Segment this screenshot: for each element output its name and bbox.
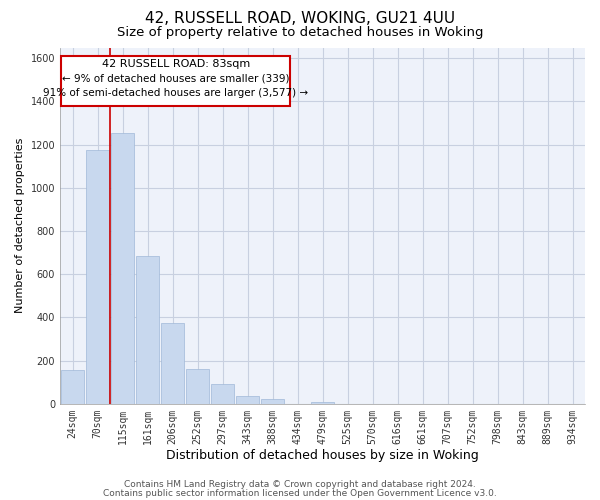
Bar [136,256,159,404]
Text: 42 RUSSELL ROAD: 83sqm: 42 RUSSELL ROAD: 83sqm [101,58,250,68]
Bar [211,384,234,404]
Bar [261,399,284,404]
Bar [161,323,184,404]
Text: Contains public sector information licensed under the Open Government Licence v3: Contains public sector information licen… [103,488,497,498]
Y-axis label: Number of detached properties: Number of detached properties [15,138,25,314]
Text: ← 9% of detached houses are smaller (339): ← 9% of detached houses are smaller (339… [62,73,289,83]
X-axis label: Distribution of detached houses by size in Woking: Distribution of detached houses by size … [166,450,479,462]
Bar [186,370,209,404]
Text: 42, RUSSELL ROAD, WOKING, GU21 4UU: 42, RUSSELL ROAD, WOKING, GU21 4UU [145,11,455,26]
Bar [61,56,290,106]
Text: Contains HM Land Registry data © Crown copyright and database right 2024.: Contains HM Land Registry data © Crown c… [124,480,476,489]
Bar [86,150,109,404]
Bar [111,133,134,404]
Bar [61,370,84,404]
Bar [311,402,334,404]
Text: 91% of semi-detached houses are larger (3,577) →: 91% of semi-detached houses are larger (… [43,88,308,98]
Text: Size of property relative to detached houses in Woking: Size of property relative to detached ho… [117,26,483,39]
Bar [236,396,259,404]
